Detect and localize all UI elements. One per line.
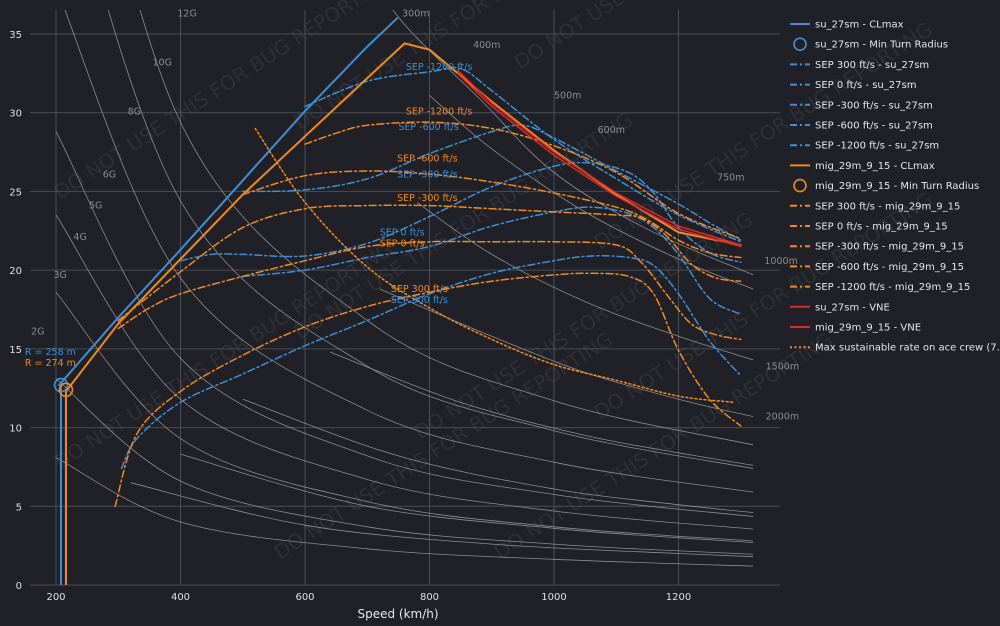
series-line — [58, 17, 399, 387]
x-tick-label: 1200 — [666, 592, 691, 603]
chart-annotation: 400m — [473, 40, 500, 51]
x-tick-label: 200 — [46, 592, 65, 603]
legend-label: SEP -1200 ft/s - mig_29m_9_15 — [815, 282, 970, 293]
g-load-line — [139, 10, 754, 446]
legend-marker — [793, 37, 807, 52]
legend-label: SEP -1200 ft/s - su_27sm — [815, 141, 939, 152]
legend-marker — [793, 178, 807, 193]
y-tick-label: 20 — [9, 266, 22, 277]
g-load-line — [107, 10, 754, 469]
chart-annotation: 600m — [598, 125, 625, 136]
radius-line — [329, 351, 754, 466]
series-line — [179, 161, 742, 264]
chart-annotation: 2G — [31, 327, 44, 338]
legend-label: SEP -300 ft/s - su_27sm — [815, 100, 933, 111]
annotations: 12G 10G 8G 6G 5G 4G 3G 2G 300m 400m 500m 600m 750m 10… — [25, 9, 799, 423]
series-lines — [53, 17, 742, 585]
chart-annotation: SEP -1200 ft/s — [406, 106, 473, 117]
chart-annotation: 8G — [128, 106, 141, 117]
legend-label: SEP -600 ft/s - su_27sm — [815, 121, 933, 132]
radius-line — [429, 95, 754, 290]
series-line — [304, 66, 742, 243]
reference-curves — [55, 10, 754, 567]
chart-annotation: 500m — [554, 91, 581, 102]
chart-annotation: 12G — [177, 9, 196, 20]
series-line — [120, 255, 742, 470]
chart-annotation: 750m — [717, 172, 744, 183]
series-line — [66, 42, 742, 391]
chart-annotation: SEP -300 ft/s — [397, 193, 457, 204]
y-tick-label: 10 — [9, 424, 22, 435]
legend-label: mig_29m_9_15 - CLmax — [815, 161, 935, 172]
series-line — [117, 204, 742, 322]
radius-line — [180, 453, 754, 543]
series-line — [254, 127, 736, 404]
chart-annotation: SEP 300 ft/s — [391, 295, 448, 306]
x-tick-label: 1000 — [541, 592, 566, 603]
chart-annotation: 4G — [73, 232, 86, 243]
chart-annotation: SEP -600 ft/s — [397, 154, 457, 165]
legend-label: Max sustainable rate on ace crew (7.5G) — [815, 343, 1000, 354]
chart-annotation: R = 258 m — [25, 347, 76, 358]
legend-label: mig_29m_9_15 - VNE — [815, 323, 921, 334]
min-turn-radius-marker — [53, 377, 69, 393]
chart-annotation: SEP -1200 ft/s — [406, 62, 473, 73]
g-load-line — [55, 378, 754, 555]
chart-annotation: 3G — [54, 270, 67, 281]
series-line — [242, 170, 742, 259]
chart-annotation: 10G — [152, 57, 171, 68]
legend-label: SEP 300 ft/s - mig_29m_9_15 — [815, 201, 960, 212]
g-load-line — [55, 131, 754, 517]
chart-annotation: 6G — [103, 169, 116, 180]
g-load-line — [55, 291, 754, 542]
chart-annotation: SEP 0 ft/s — [380, 239, 425, 250]
chart-annotation: SEP 0 ft/s — [380, 228, 425, 239]
y-tick-label: 5 — [16, 502, 22, 513]
chart-annotation: 1000m — [764, 256, 797, 267]
x-tick-label: 800 — [420, 592, 439, 603]
radius-line — [416, 202, 754, 361]
x-tick-label: 400 — [171, 592, 190, 603]
series-line — [304, 121, 742, 240]
y-tick-label: 15 — [9, 345, 22, 356]
legend-label: su_27sm - VNE — [815, 302, 890, 313]
chart-annotation: 2000m — [766, 412, 799, 423]
radius-line — [242, 398, 754, 513]
g-load-line — [55, 214, 754, 530]
chart-annotation: SEP -600 ft/s — [398, 122, 458, 133]
legend-label: mig_29m_9_15 - Min Turn Radius — [815, 181, 979, 192]
axis-ticks: 200 400 600 800 1000 1200 0 5 10 15 20 25 30 35 — [9, 30, 691, 603]
legend-label: su_27sm - CLmax — [815, 20, 904, 31]
chart-annotation: SEP -300 ft/s — [397, 169, 457, 180]
radius-line — [392, 10, 754, 276]
x-axis-title: Speed (km/h) — [357, 607, 438, 621]
series-line — [114, 272, 742, 508]
x-tick-label: 600 — [295, 592, 314, 603]
legend: su_27sm - CLmax su_27sm - Min Turn Radius… — [790, 20, 1000, 354]
series-line — [456, 72, 742, 248]
g-load-line — [55, 457, 754, 567]
legend-label: SEP 300 ft/s - su_27sm — [815, 60, 929, 71]
chart-annotation: SEP 300 ft/s — [391, 284, 448, 295]
legend-label: SEP -600 ft/s - mig_29m_9_15 — [815, 262, 964, 273]
radius-line — [130, 482, 754, 558]
legend-label: su_27sm - Min Turn Radius — [815, 40, 948, 51]
series-line — [242, 206, 742, 315]
g-load-line — [64, 10, 754, 493]
chart-annotation: 1500m — [766, 361, 799, 372]
series-line — [117, 240, 742, 341]
min-turn-radius-marker — [58, 382, 74, 398]
chart-annotation: 5G — [89, 201, 102, 212]
series-line — [456, 69, 742, 246]
y-tick-label: 0 — [16, 581, 22, 592]
y-tick-label: 35 — [9, 30, 22, 41]
legend-label: SEP 0 ft/s - mig_29m_9_15 — [815, 222, 948, 233]
chart-annotation: R = 274 m — [25, 358, 76, 369]
legend-label: SEP -300 ft/s - mig_29m_9_15 — [815, 242, 964, 253]
chart-annotation: 300m — [402, 9, 429, 20]
legend-label: SEP 0 ft/s - su_27sm — [815, 80, 916, 91]
y-tick-label: 30 — [9, 109, 22, 120]
y-tick-label: 25 — [9, 187, 22, 198]
